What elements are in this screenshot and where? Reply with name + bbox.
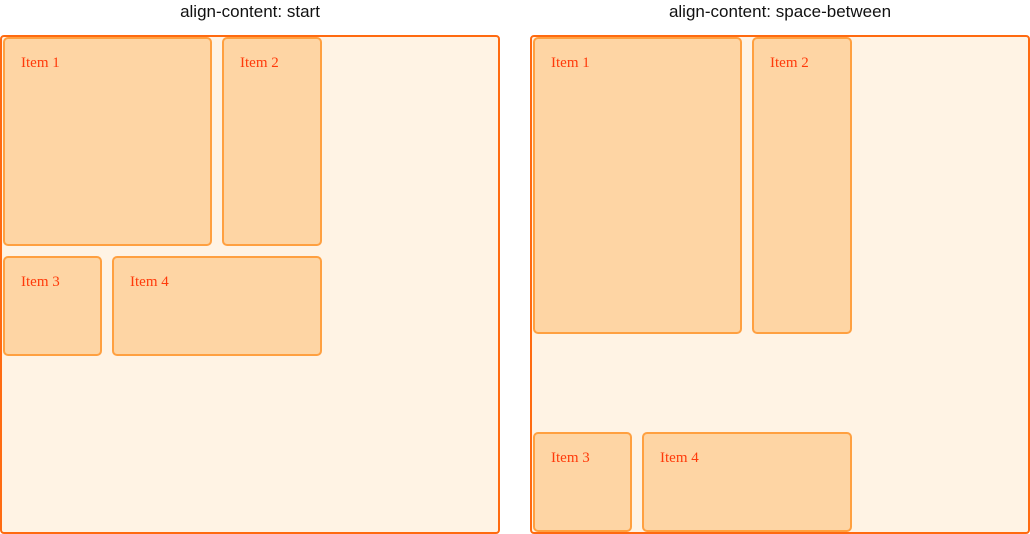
item-label: Item 4 <box>660 450 699 466</box>
item-2: Item 2 <box>752 37 852 334</box>
item-label: Item 2 <box>770 55 809 71</box>
item-2: Item 2 <box>222 37 322 246</box>
item-3: Item 3 <box>3 256 102 356</box>
item-4: Item 4 <box>642 432 852 532</box>
item-label: Item 4 <box>130 274 169 290</box>
item-1: Item 1 <box>533 37 742 334</box>
panel-title-space-between: align-content: space-between <box>668 2 892 21</box>
item-label: Item 3 <box>21 274 60 290</box>
item-label: Item 2 <box>240 55 279 71</box>
item-label: Item 3 <box>551 450 590 466</box>
item-3: Item 3 <box>533 432 632 532</box>
item-label: Item 1 <box>21 55 60 71</box>
item-label: Item 1 <box>551 55 590 71</box>
item-1: Item 1 <box>3 37 212 246</box>
panel-title-start: align-content: start <box>180 2 320 21</box>
item-4: Item 4 <box>112 256 322 356</box>
